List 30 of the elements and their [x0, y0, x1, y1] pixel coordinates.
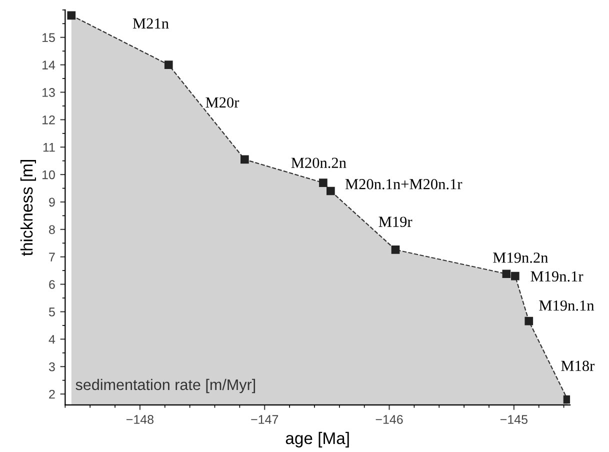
annotation: M21n: [132, 18, 169, 29]
y-tick-label: 15: [42, 33, 55, 42]
y-tick-label: 13: [42, 88, 55, 97]
y-tick-label: 12: [42, 115, 55, 124]
annotation: sedimentation rate [m/Myr]: [76, 378, 256, 394]
y-tick-label: 14: [42, 60, 56, 70]
annotation: M18r: [561, 360, 595, 372]
y-tick-label: 9: [49, 198, 55, 207]
annotation: M20n.2n: [291, 158, 346, 168]
y-axis-title: thickness [m]: [20, 160, 36, 256]
y-tick-label: 3: [48, 362, 55, 372]
y-tick-label: 4: [48, 335, 56, 344]
x-axis-title: age [Ma]: [286, 432, 349, 448]
y-tick-label: 5: [48, 308, 55, 316]
y-tick-label: 7: [49, 252, 55, 262]
x-tick-label: −148: [126, 415, 154, 424]
y-tick-label: 11: [43, 143, 55, 152]
annotation: M19n.2n: [493, 252, 548, 263]
x-tick-label: −145: [500, 415, 528, 424]
y-tick-label: 10: [42, 170, 55, 180]
annotation: M20r: [206, 97, 240, 108]
x-tick-label: −146: [376, 415, 403, 424]
x-tick-label: −147: [251, 415, 278, 424]
annotation: M19n.1n: [539, 300, 594, 311]
annotation: M19n.1r: [530, 271, 584, 282]
annotation: M20n.1n+M20n.1r: [345, 179, 462, 190]
annotation: M19r: [378, 216, 412, 227]
y-tick-label: 2: [49, 390, 55, 399]
y-tick-label: 6: [49, 280, 55, 289]
y-tick-label: 8: [49, 225, 55, 234]
